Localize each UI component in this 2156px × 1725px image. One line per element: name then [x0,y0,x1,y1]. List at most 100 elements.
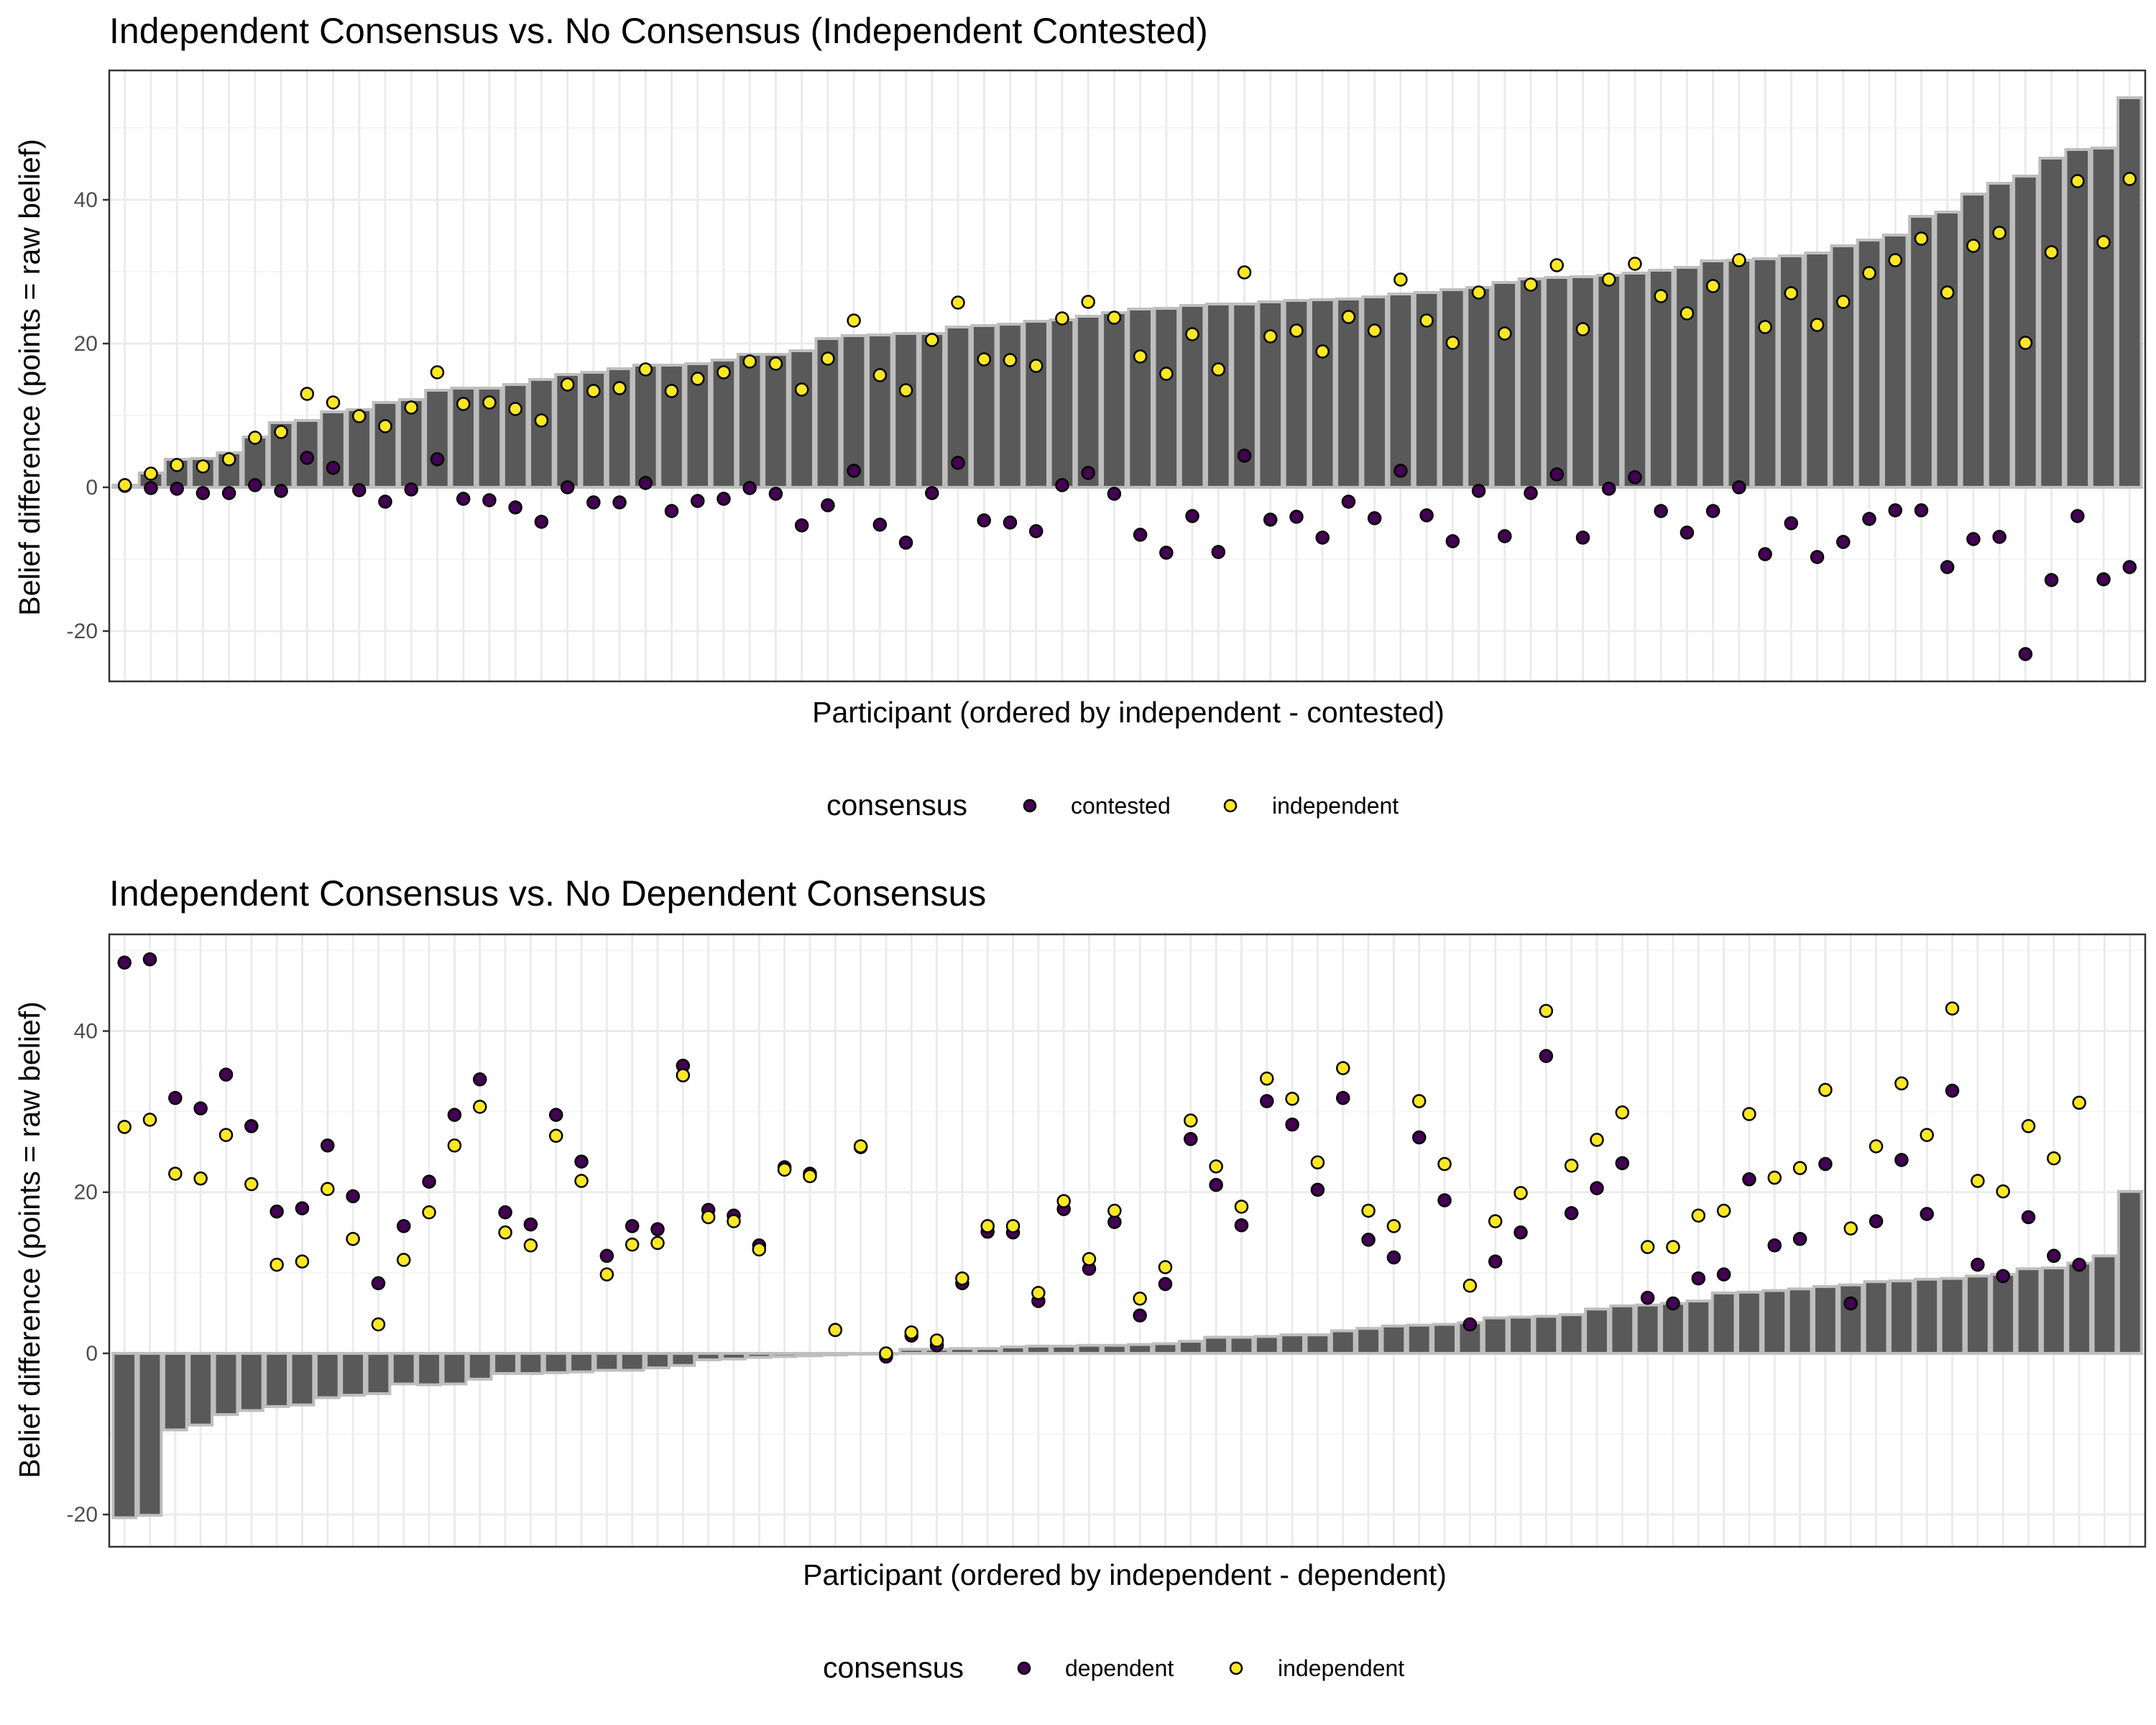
legend-label-independent: independent [1278,1655,1404,1681]
bar [1960,193,1987,489]
bar [1660,1302,1686,1355]
point-independent [1732,253,1746,267]
point-contested [2122,560,2137,574]
point-dependent [168,1090,183,1105]
point-independent [1411,1094,1427,1108]
point-dependent [1894,1153,1909,1167]
bar [1570,275,1596,489]
point-independent [1445,336,1460,350]
point-dependent [2047,1248,2061,1264]
bar [1482,1316,1508,1355]
point-independent [371,1317,386,1332]
point-independent [1341,310,1356,324]
point-dependent [1615,1156,1630,1171]
point-independent [1945,1001,1960,1016]
point-independent [599,1267,614,1282]
point-dependent [1310,1182,1325,1197]
point-independent [1843,1221,1858,1236]
point-independent [221,452,236,466]
point-contested [1237,448,1252,463]
point-independent [1133,1291,1147,1306]
bar [847,1351,874,1356]
point-dependent [321,1138,335,1153]
point-contested [378,494,392,509]
point-independent [1107,1203,1122,1218]
point-dependent [548,1108,563,1122]
bar [1787,1287,1813,1355]
chart-title: Independent Consensus vs. No Dependent C… [109,873,986,914]
bar [2116,1190,2143,1355]
point-independent [508,402,522,416]
bar [721,1351,747,1361]
point-dependent [1158,1276,1173,1292]
point-independent [1056,1194,1071,1208]
point-dependent [2021,1210,2036,1225]
point-independent [1498,326,1512,341]
point-independent [676,1068,691,1082]
point-independent [625,1237,640,1252]
point-contested [1159,546,1174,560]
bar [137,1351,163,1517]
point-independent [1184,1113,1198,1128]
point-dependent [1818,1156,1833,1172]
point-contested [1888,503,1902,518]
bar [1710,1291,1737,1355]
point-dependent [1234,1218,1249,1233]
point-independent [586,384,601,398]
point-dependent [1386,1250,1401,1265]
point-contested [534,515,549,529]
point-dependent [1767,1238,1782,1253]
plot-border [108,933,2147,1548]
point-independent [1237,265,1252,280]
bar [1304,1333,1331,1355]
bar [1335,298,1362,489]
point-dependent [1209,1177,1223,1192]
point-contested [1758,547,1772,561]
bar [1685,1300,1712,1355]
bar [466,1351,493,1381]
bar [1863,1280,1889,1355]
bar [1939,1276,1966,1355]
bar [1990,1273,2017,1355]
point-independent [1031,1286,1046,1300]
bar [594,1351,620,1372]
point-independent [1888,253,1902,267]
bar [1558,1313,1585,1355]
bar [2012,175,2039,489]
point-independent [1289,323,1304,338]
point-dependent [1514,1225,1528,1240]
point-contested [326,461,341,475]
bar [1621,272,1649,489]
point-dependent [574,1154,589,1169]
point-contested [221,486,236,500]
point-independent [1767,1170,1782,1185]
point-contested [1003,515,1018,530]
bar [213,1351,239,1417]
point-contested [1445,534,1460,548]
bar [1381,1324,1407,1355]
point-contested [1133,528,1148,542]
bar [390,1351,417,1386]
bar [867,334,893,489]
point-independent [1575,322,1590,336]
legend-title: consensus [823,1651,964,1684]
point-independent [2021,1119,2036,1133]
point-dependent [599,1248,614,1264]
bar [1533,1315,1560,1355]
bar [1076,1343,1102,1355]
point-dependent [1361,1233,1376,1247]
legend: consensus contested independent [826,788,1399,822]
bar [1051,1344,1077,1355]
point-independent [929,1333,944,1348]
point-contested [1549,467,1565,482]
point-independent [1539,1003,1554,1018]
point-independent [794,382,809,397]
point-independent [638,362,653,377]
point-independent [1107,310,1122,325]
point-independent [142,1113,157,1127]
point-independent [1940,285,1955,300]
bar [1751,257,1779,489]
point-independent [170,458,184,472]
point-contested [1810,550,1825,564]
point-contested [690,494,705,508]
